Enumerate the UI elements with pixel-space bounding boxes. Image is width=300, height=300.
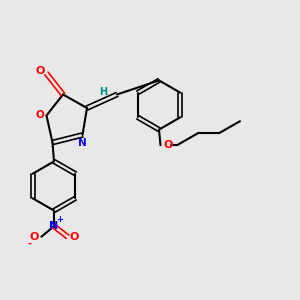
Text: -: -	[27, 238, 32, 248]
Text: O: O	[35, 110, 44, 121]
Text: O: O	[35, 65, 45, 76]
Text: H: H	[99, 87, 108, 97]
Text: N: N	[78, 137, 87, 148]
Text: O: O	[30, 232, 39, 242]
Text: +: +	[56, 215, 64, 224]
Text: O: O	[164, 140, 173, 150]
Text: O: O	[70, 232, 79, 242]
Text: N: N	[50, 221, 58, 231]
